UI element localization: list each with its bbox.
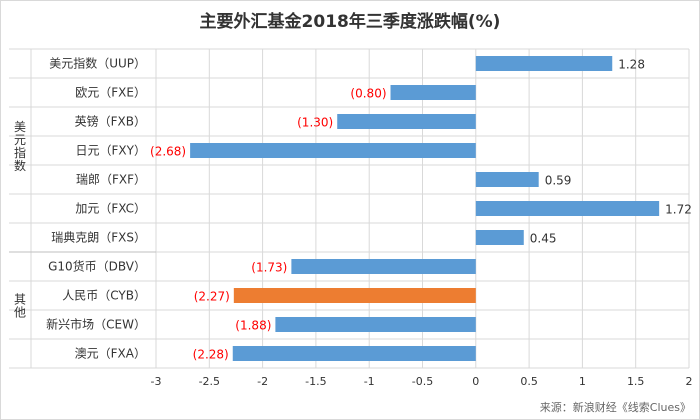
x-tick-label: -2	[257, 375, 268, 388]
value-label: 1.28	[618, 58, 645, 72]
bars	[190, 56, 660, 361]
value-label: 1.72	[665, 203, 692, 217]
category-label: 瑞典克朗（FXS）	[51, 231, 146, 245]
chart-title: 主要外汇基金2018年三季度涨跌幅(%)	[200, 11, 501, 32]
bar	[390, 85, 476, 100]
x-tick-label: 1	[579, 375, 586, 388]
bar	[475, 230, 524, 245]
bar	[475, 201, 660, 216]
x-tick-label: -1	[364, 375, 375, 388]
bar	[233, 288, 476, 303]
bar	[475, 172, 539, 187]
bar	[275, 317, 476, 332]
category-label: 人民币（CYB）	[62, 289, 146, 303]
x-tick-label: 0.5	[520, 375, 538, 388]
category-label: 加元（FXC）	[75, 202, 146, 216]
x-tick-label: 2	[686, 375, 693, 388]
bar	[190, 143, 476, 158]
value-label: (2.27)	[194, 290, 230, 304]
category-label: 瑞郎（FXF）	[76, 173, 146, 187]
source-note: 来源：新浪财经《线索Clues》	[540, 400, 691, 414]
group-label-char: 指	[14, 145, 26, 160]
group-label-char: 其	[14, 293, 26, 307]
value-label: (1.73)	[251, 261, 287, 275]
group-label: 美元指数	[14, 120, 26, 173]
group-label-char: 数	[14, 158, 26, 173]
bar	[232, 346, 476, 361]
x-tick-label: -2.5	[199, 375, 220, 388]
value-label: (1.88)	[235, 319, 271, 333]
bar	[337, 114, 476, 129]
x-tick-label: 0	[472, 375, 479, 388]
group-label: 其他	[14, 293, 26, 320]
category-label: 澳元（FXA）	[75, 347, 146, 361]
value-label: (1.30)	[297, 116, 333, 130]
category-label: 日元（FXY）	[76, 144, 146, 158]
x-tick-label: -1.5	[305, 375, 326, 388]
value-label: (2.68)	[150, 145, 186, 159]
category-label: 英镑（FXB）	[75, 114, 146, 129]
bar	[475, 56, 613, 71]
bar	[291, 259, 476, 274]
labels: 美元指数（UUP） 1.28 欧元（FXE） (0.80) 英镑（FXB） (1.30) 日…	[46, 56, 692, 362]
x-tick-label: -0.5	[412, 375, 433, 388]
value-label: (2.28)	[193, 348, 229, 362]
value-label: 0.59	[545, 174, 572, 188]
group-label-char: 他	[14, 306, 26, 320]
category-label: 欧元（FXE）	[75, 86, 146, 100]
value-label: (0.80)	[350, 87, 386, 101]
value-label: 0.45	[530, 232, 557, 246]
category-label: 美元指数（UUP）	[49, 56, 146, 71]
grid-lines	[9, 48, 690, 369]
group-label-char: 元	[14, 133, 26, 147]
category-label: 新兴市场（CEW）	[46, 317, 146, 332]
group-label-char: 美	[14, 120, 26, 134]
x-tick-label: -3	[151, 375, 162, 388]
category-label: G10货币（DBV）	[48, 259, 146, 274]
x-tick-label: 1.5	[627, 375, 645, 388]
x-axis-ticks: -3 -2.5 -2 -1.5 -1 -0.5 0 0.5 1 1.5 2	[151, 375, 693, 388]
